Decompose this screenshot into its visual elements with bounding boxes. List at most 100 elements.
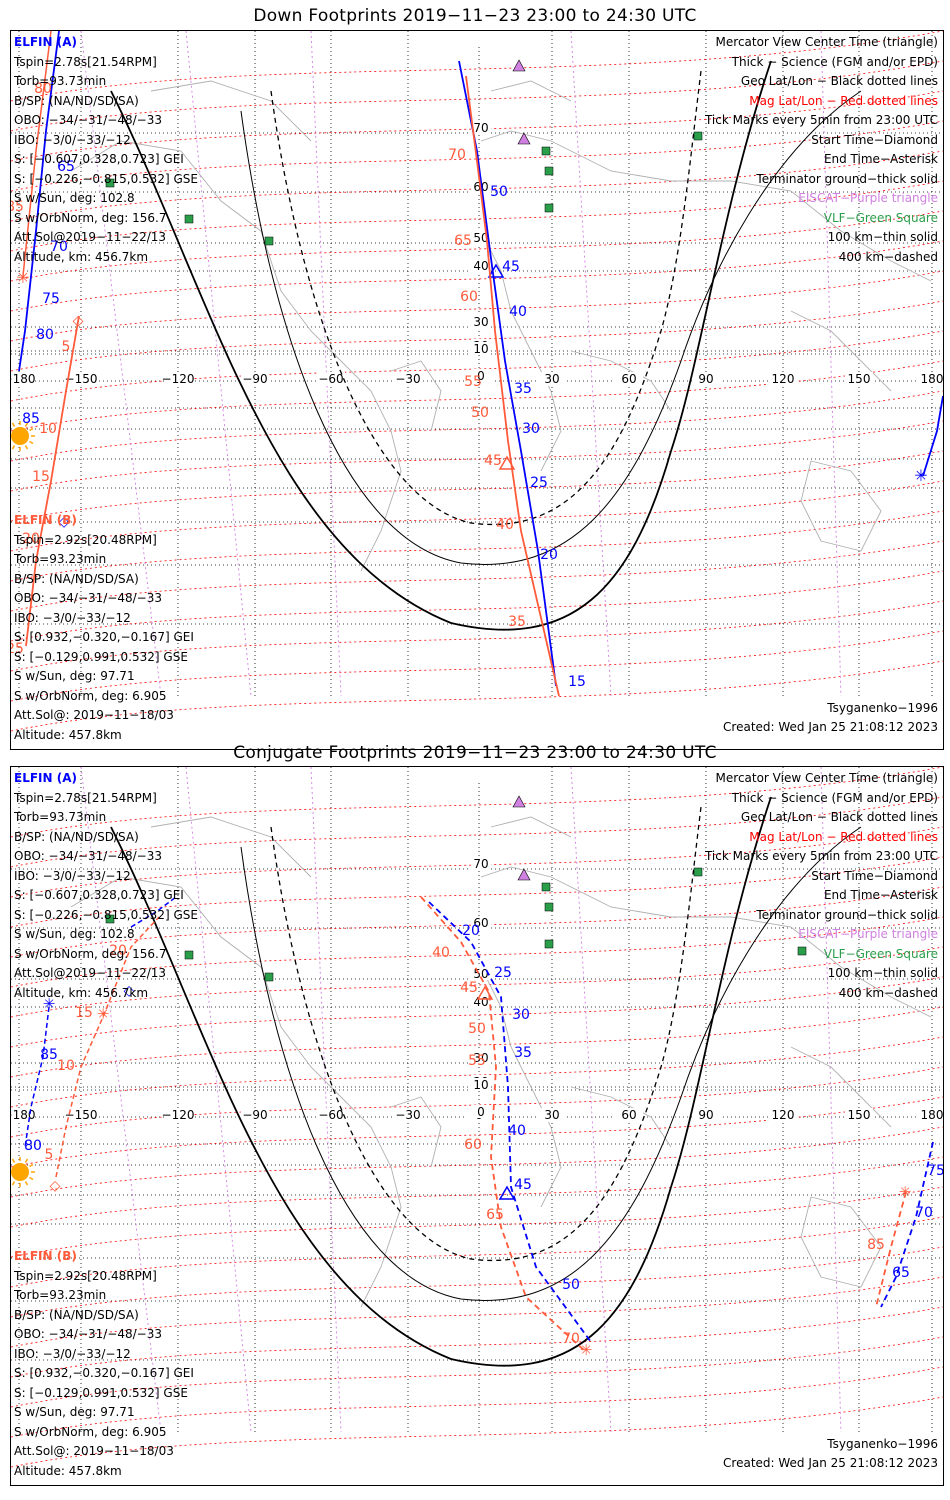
info-line: B/SP: (NA/ND/SD/SA) (14, 571, 139, 586)
info-line: Torb=93.23min (14, 1288, 107, 1302)
lat-tick-label: 50 (473, 231, 488, 245)
mag-latitude-line (11, 600, 943, 672)
info-line: S: [0.932,−0.320,−0.167] GEI (14, 630, 194, 644)
legend-eiscat: EISCAT−Purple triangle (798, 927, 938, 941)
info-line: Tspin=2.78s[21.54RPM] (14, 54, 157, 69)
info-line: S: [−0.607,0.328,0.723] GEI (14, 152, 184, 166)
mag-meridian (820, 767, 842, 1433)
mag-latitude-line (11, 360, 943, 432)
elfin-a-tick-label: 65 (892, 1265, 910, 1281)
mag-latitude-line (11, 767, 943, 838)
elfin-a-start-diamond: ◇ (124, 983, 135, 999)
lat-label-bg (471, 1051, 491, 1064)
lon-tick-label: 90 (698, 1108, 713, 1122)
terminator-400km (270, 70, 702, 525)
legend-eiscat: EISCAT−Purple triangle (798, 191, 938, 205)
legend-start: Start Time−Diamond (811, 868, 938, 883)
elfin-a-end-asterisk: ✳ (43, 995, 56, 1013)
mag-latitude-line (11, 420, 943, 492)
mag-latitude-line (11, 916, 943, 988)
legend-400km: 400 km−dashed (838, 985, 938, 1000)
elfin-b-track (22, 31, 52, 277)
elfin-b-tick-label: 85 (867, 1237, 885, 1253)
lon-tick-label: −120 (162, 1108, 195, 1122)
coastlines (70, 816, 932, 1308)
lon-label-bg (67, 372, 95, 386)
lon-label-bg (769, 372, 797, 386)
lon-tick-label: 60 (621, 1108, 636, 1122)
lon-label-bg (164, 372, 192, 386)
lat-tick-label: 10 (473, 342, 488, 356)
lon-label-bg (317, 1108, 345, 1122)
mag-latitude-line (11, 856, 943, 928)
coast-line (490, 816, 572, 838)
coast-line (570, 350, 672, 412)
map-canvas-conjugate: −180 −150 −120 −90 −60 −30 0 30 60 90 120 150 180 70 6… (11, 767, 943, 1468)
info-line: S w/Sun, deg: 97.71 (14, 1405, 135, 1419)
info-line: S w/Sun, deg: 102.8 (14, 191, 135, 205)
info-line: B/SP: (NA/ND/SD/SA) (14, 829, 139, 844)
lon-label-bg (241, 372, 269, 386)
elfin-b-end-asterisk: ✳ (97, 1005, 110, 1023)
coast-line (480, 130, 932, 282)
elfin-a-tick-label: 40 (509, 304, 527, 320)
legend-ticks: Tick Marks every 5min from 23:00 UTC (704, 113, 938, 127)
terminator-100km (240, 90, 862, 565)
legend-100km: 100 km−thin solid (827, 966, 938, 980)
mag-latitude-line (11, 270, 943, 342)
panel-title-down: Down Footprints 2019−11−23 23:00 to 24:3… (253, 6, 697, 26)
elfin-a-tick-label: 80 (24, 1138, 42, 1154)
vlf-square (544, 939, 554, 949)
lon-label-bg (241, 1108, 269, 1122)
legend-end: End Time−Asterisk (823, 888, 938, 902)
legend-thick: Thick − Science (FGM and/or EPD) (731, 790, 938, 805)
info-line: Att.Sol@: 2019−11−18/03 (14, 1444, 174, 1458)
lon-tick-label: 90 (698, 372, 713, 386)
elfin-b-label: ELFIN (B) (14, 1249, 77, 1263)
info-line: Tspin=2.92s[20.48RPM] (14, 1268, 157, 1283)
elfin-a-tick-label: 45 (514, 1177, 532, 1193)
lon-label-bg (615, 372, 643, 386)
elfin-b-start-diamond: ◇ (73, 313, 84, 329)
info-line: OBO: −34/−31/−48/−33 (14, 113, 162, 127)
info-line: Altitude, km: 456.7km (14, 249, 149, 264)
lon-tick-label: 120 (772, 372, 795, 386)
coast-line (790, 310, 892, 392)
mag-latitude-line (11, 31, 943, 102)
sun-icon (11, 1163, 29, 1181)
mag-latitude-line (11, 660, 943, 732)
terminator-400km (270, 806, 702, 1261)
elfin-b-tick-label: 85 (11, 199, 24, 215)
mag-latitude-line (11, 630, 943, 702)
info-line: S w/OrbNorm, deg: 156.7 (14, 946, 167, 961)
elfin-b-start-asterisk: ✳ (899, 1183, 912, 1201)
mag-meridian (185, 767, 252, 1433)
mag-latitude-line (11, 180, 943, 252)
mag-latitude-line (11, 1006, 943, 1078)
elfin-b-tick-label: 50 (468, 1021, 486, 1037)
lat-tick-label: 30 (473, 1051, 488, 1065)
mag-latitude-line (11, 120, 943, 192)
legend-thick: Thick − Science (FGM and/or EPD) (731, 54, 938, 69)
lat-label-bg (471, 857, 491, 870)
lon-label-bg (317, 372, 345, 386)
terminator-100km (240, 826, 862, 1301)
footer-model-down: Tsyganenko−1996 (827, 701, 938, 715)
elfin-b-track (420, 896, 587, 1353)
mag-latitude-line (11, 1126, 943, 1198)
legend-vlf: VLF−Green Square (823, 210, 938, 225)
coast-line (150, 80, 312, 142)
elfin-b-end-asterisk: ✳ (16, 268, 29, 287)
lon-label-bg (394, 1108, 422, 1122)
lon-tick-label: −30 (395, 1108, 420, 1122)
mag-latitude-line (11, 330, 943, 402)
elfin-a-track (18, 31, 60, 372)
mag-meridian (310, 767, 342, 1433)
lon-label-bg (692, 1108, 720, 1122)
elfin-b-tick-label: 15 (75, 1005, 93, 1021)
elfin-a-tick-label: 40 (508, 1123, 526, 1139)
lat-label-bg (471, 1105, 491, 1118)
mag-meridian (820, 31, 842, 697)
info-line: Att.Sol@2019−11−22/13 (14, 230, 167, 244)
elfin-b-end-asterisk: ✳ (580, 1341, 593, 1359)
